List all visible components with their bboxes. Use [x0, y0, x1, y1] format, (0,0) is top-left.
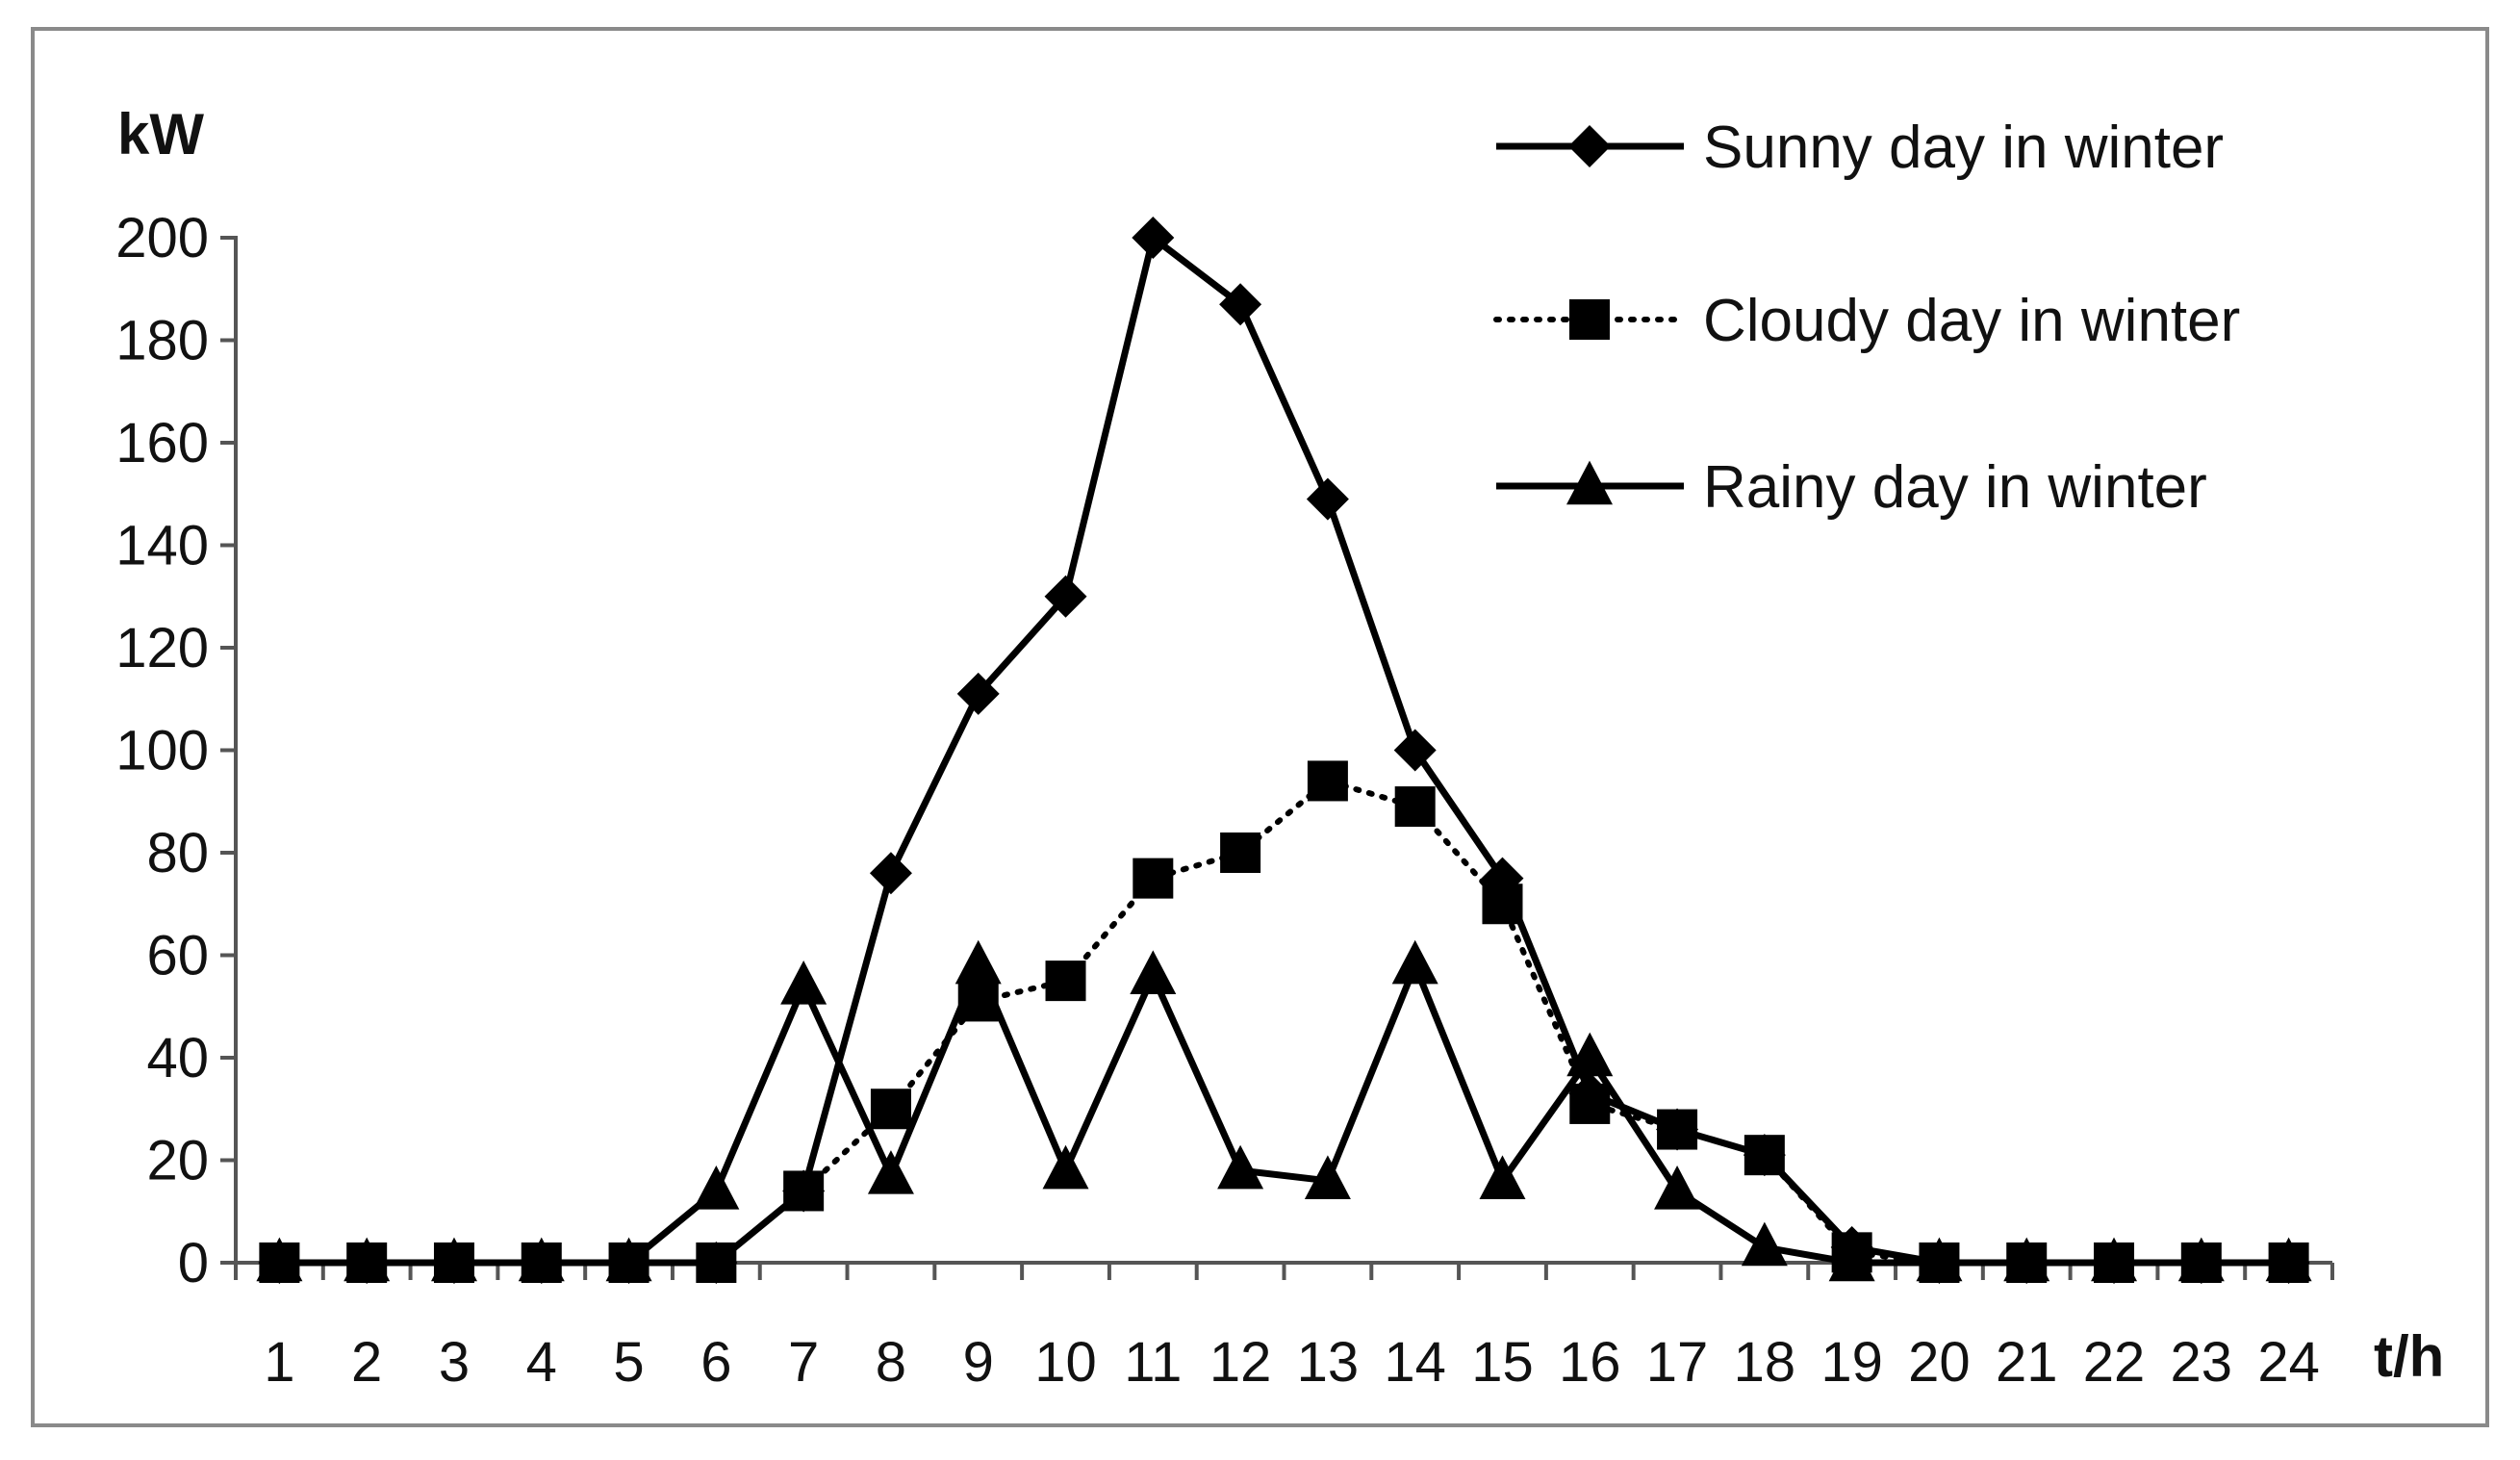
x-tick-label: 7 [788, 1331, 819, 1394]
legend-marker-triangle [1566, 460, 1613, 505]
x-tick-label: 19 [1820, 1331, 1883, 1394]
data-point-triangle [1479, 1155, 1526, 1199]
data-point-square [870, 1089, 911, 1130]
y-tick-label: 180 [115, 310, 209, 372]
data-point-diamond [1132, 217, 1175, 259]
x-tick-label: 10 [1034, 1331, 1097, 1394]
data-point-diamond [869, 852, 912, 895]
y-tick-label: 160 [115, 412, 209, 474]
legend-item-triangle: Rainy day in winter [1496, 454, 2207, 521]
data-point-triangle [256, 1237, 303, 1282]
data-point-square [696, 1242, 737, 1283]
data-point-triangle [1566, 1032, 1614, 1077]
x-tick-label: 3 [439, 1331, 470, 1394]
data-point-square [1394, 786, 1436, 828]
data-point-square [1220, 832, 1261, 873]
series-triangle [256, 939, 2312, 1282]
data-point-triangle [780, 961, 827, 1005]
data-point-triangle [1654, 1165, 1701, 1210]
y-tick-label: 200 [115, 207, 209, 269]
y-tick-label: 40 [146, 1027, 209, 1089]
legend-marker-square [1569, 299, 1610, 340]
data-point-triangle [1217, 1144, 1264, 1190]
x-tick-label: 20 [1908, 1331, 1971, 1394]
x-tick-label: 4 [526, 1331, 557, 1394]
x-tick-label: 21 [1996, 1331, 2058, 1394]
y-tick-label: 60 [146, 925, 209, 987]
x-tick-label: 13 [1297, 1331, 1360, 1394]
x-tick-label: 14 [1384, 1331, 1446, 1394]
x-tick-label: 16 [1559, 1331, 1621, 1394]
y-tick-label: 80 [146, 822, 209, 884]
data-point-triangle [430, 1237, 477, 1282]
data-point-triangle [2265, 1237, 2312, 1282]
data-point-triangle [2003, 1237, 2050, 1282]
data-point-triangle [1391, 939, 1438, 985]
data-point-triangle [1916, 1237, 1963, 1282]
data-point-square [1482, 884, 1523, 925]
x-tick-label: 8 [876, 1331, 906, 1394]
x-tick-label: 22 [2083, 1331, 2146, 1394]
data-point-triangle [867, 1150, 914, 1194]
y-tick-label: 0 [178, 1232, 209, 1294]
data-point-square [1307, 760, 1348, 802]
series-diamond [258, 217, 2310, 1284]
series-line-diamond [279, 234, 2289, 1267]
data-point-square [1744, 1135, 1785, 1176]
x-tick-label: 15 [1471, 1331, 1534, 1394]
data-point-diamond [1306, 477, 1349, 521]
data-point-square [1045, 961, 1086, 1002]
data-point-square [1657, 1109, 1698, 1150]
data-point-diamond [1219, 283, 1262, 326]
legend-item-diamond: Sunny day in winter [1496, 115, 2224, 181]
legend-item-square: Cloudy day in winter [1493, 288, 2240, 354]
data-point-triangle [605, 1237, 652, 1282]
data-point-triangle [2177, 1237, 2225, 1282]
data-point-triangle [2091, 1237, 2138, 1282]
data-point-square [1133, 858, 1174, 899]
x-axis-title: t/h [2374, 1324, 2444, 1389]
series-square [259, 760, 2309, 1283]
x-tick-label: 2 [351, 1331, 382, 1394]
data-point-triangle [344, 1237, 391, 1282]
data-point-square [783, 1170, 825, 1212]
data-point-triangle [1304, 1155, 1351, 1199]
data-point-triangle [1042, 1144, 1089, 1190]
data-point-triangle [693, 1165, 740, 1210]
y-tick-label: 140 [115, 515, 209, 577]
x-tick-label: 5 [613, 1331, 644, 1394]
data-point-triangle [1828, 1237, 1875, 1282]
data-point-triangle [1741, 1221, 1788, 1267]
x-tick-label: 18 [1734, 1331, 1796, 1394]
data-point-triangle [518, 1237, 565, 1282]
data-point-diamond [956, 672, 1000, 715]
data-point-triangle [1130, 950, 1177, 994]
chart-frame [31, 27, 2489, 1427]
x-tick-label: 6 [700, 1331, 731, 1394]
series-line-square [276, 778, 2292, 1266]
y-tick-label: 120 [115, 617, 209, 679]
x-tick-label: 9 [963, 1331, 994, 1394]
series-line-triangle [279, 961, 2289, 1267]
x-tick-label: 24 [2257, 1331, 2320, 1394]
y-tick-label: 20 [146, 1130, 209, 1192]
legend-label: Cloudy day in winter [1703, 288, 2240, 354]
x-tick-label: 12 [1209, 1331, 1272, 1394]
x-tick-label: 1 [264, 1331, 294, 1394]
legend-label: Sunny day in winter [1703, 115, 2224, 181]
y-axis-title: kW [117, 102, 204, 166]
x-tick-label: 17 [1646, 1331, 1709, 1394]
y-tick-label: 100 [115, 720, 209, 782]
x-tick-label: 11 [1124, 1331, 1182, 1394]
data-point-square [1569, 1083, 1611, 1124]
legend-label: Rainy day in winter [1703, 454, 2207, 521]
data-point-diamond [1044, 575, 1087, 618]
data-point-triangle [955, 939, 1002, 985]
data-point-diamond [1393, 729, 1437, 772]
x-tick-label: 23 [2171, 1331, 2233, 1394]
legend-marker-diamond [1568, 125, 1611, 167]
